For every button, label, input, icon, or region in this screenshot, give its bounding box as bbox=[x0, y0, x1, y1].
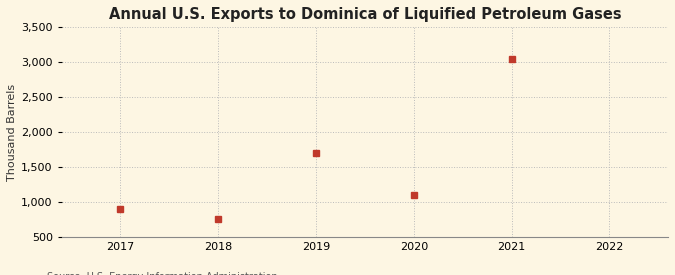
Title: Annual U.S. Exports to Dominica of Liquified Petroleum Gases: Annual U.S. Exports to Dominica of Liqui… bbox=[109, 7, 621, 22]
Text: Source: U.S. Energy Information Administration: Source: U.S. Energy Information Administ… bbox=[47, 273, 278, 275]
Y-axis label: Thousand Barrels: Thousand Barrels bbox=[7, 83, 17, 181]
